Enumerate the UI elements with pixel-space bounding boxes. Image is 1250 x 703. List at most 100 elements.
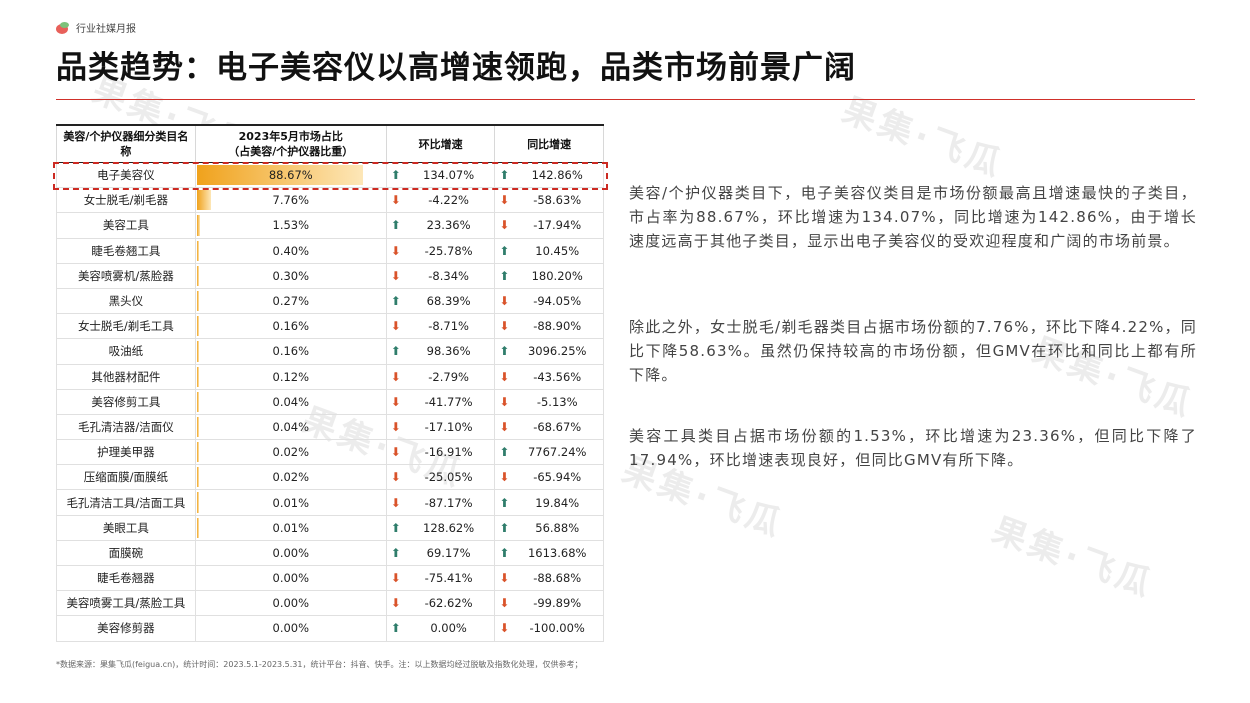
- market-share-cell: 0.01%: [194, 489, 387, 516]
- market-share-bar: [196, 165, 364, 186]
- arrow-up-icon: ⬆: [499, 495, 510, 510]
- market-share-bar: [196, 240, 199, 261]
- arrow-up-icon: ⬆: [499, 268, 510, 283]
- yoy-change-value: -65.94%: [533, 470, 582, 485]
- category-name: 美容喷雾工具/蒸脸工具: [56, 590, 196, 617]
- arrow-down-icon: ⬇: [390, 470, 401, 485]
- mom-change-cell: ⬆ 0.00%: [385, 615, 496, 642]
- market-share-bar: [196, 265, 199, 286]
- arrow-up-icon: ⬆: [390, 545, 401, 560]
- brand-header: 行业社媒月报: [56, 20, 136, 35]
- table-row: 黑头仪 0.27% ⬆ 68.39% ⬇ -94.05%: [56, 287, 604, 315]
- mom-change-cell: ⬇ -17.10%: [385, 413, 496, 441]
- yoy-change-value: -94.05%: [533, 294, 582, 309]
- market-share-value: 0.02%: [272, 445, 310, 460]
- arrow-down-icon: ⬇: [499, 470, 510, 485]
- table-row: 美眼工具 0.01% ⬆ 128.62% ⬆ 56.88%: [56, 514, 604, 541]
- arrow-up-icon: ⬆: [499, 520, 510, 535]
- arrow-up-icon: ⬆: [499, 168, 510, 183]
- arrow-down-icon: ⬇: [390, 445, 401, 460]
- arrow-up-icon: ⬆: [390, 621, 401, 636]
- category-name: 女士脱毛/剃毛工具: [56, 313, 196, 340]
- arrow-down-icon: ⬇: [390, 193, 401, 208]
- mom-change-cell: ⬆ 69.17%: [385, 539, 496, 567]
- mom-change-value: 128.62%: [423, 520, 475, 535]
- arrow-up-icon: ⬆: [390, 294, 401, 309]
- arrow-down-icon: ⬇: [499, 596, 510, 611]
- summary-paragraph-2: 除此之外，女士脱毛/剃毛器类目占据市场份额的7.76%，环比下降4.22%，同比…: [629, 318, 1197, 384]
- market-share-cell: 0.00%: [194, 539, 387, 567]
- mom-change-value: 23.36%: [426, 218, 471, 233]
- category-name: 吸油纸: [56, 338, 196, 365]
- market-share-cell: 0.16%: [194, 313, 387, 340]
- mom-change-value: -8.71%: [428, 319, 469, 334]
- yoy-change-cell: ⬇ -43.56%: [494, 363, 604, 390]
- yoy-change-cell: ⬇ -94.05%: [494, 287, 604, 315]
- market-share-cell: 7.76%: [194, 187, 387, 214]
- table-row: 美容修剪工具 0.04% ⬇ -41.77% ⬇ -5.13%: [56, 388, 604, 415]
- arrow-down-icon: ⬇: [390, 419, 401, 434]
- arrow-down-icon: ⬇: [390, 268, 401, 283]
- category-name: 睫毛卷翘工具: [56, 237, 196, 264]
- yoy-change-cell: ⬇ -58.63%: [494, 187, 604, 214]
- market-share-value: 0.04%: [272, 394, 310, 409]
- market-share-value: 0.02%: [272, 470, 310, 485]
- market-share-bar: [196, 517, 199, 538]
- table-row: 女士脱毛/剃毛工具 0.16% ⬇ -8.71% ⬇ -88.90%: [56, 313, 604, 340]
- yoy-change-value: 56.88%: [535, 520, 580, 535]
- yoy-change-cell: ⬇ -5.13%: [494, 388, 604, 415]
- market-share-cell: 0.01%: [194, 514, 387, 541]
- yoy-change-cell: ⬇ -100.00%: [494, 615, 604, 642]
- arrow-up-icon: ⬆: [390, 218, 401, 233]
- market-share-value: 0.04%: [272, 419, 310, 434]
- market-share-value: 1.53%: [272, 218, 310, 233]
- table-row: 睫毛卷翘器 0.00% ⬇ -75.41% ⬇ -88.68%: [56, 564, 604, 592]
- yoy-change-cell: ⬇ -99.89%: [494, 590, 604, 617]
- table-row: 美容工具 1.53% ⬆ 23.36% ⬇ -17.94%: [56, 212, 604, 239]
- category-trend-table: 美容/个护仪器细分类目名称 2023年5月市场占比 （占美容/个护仪器比重） 环…: [56, 124, 604, 642]
- arrow-down-icon: ⬇: [390, 243, 401, 258]
- mom-change-value: -2.79%: [428, 369, 469, 384]
- mom-change-value: -41.77%: [424, 394, 473, 409]
- arrow-down-icon: ⬇: [499, 294, 510, 309]
- category-name: 黑头仪: [56, 287, 196, 315]
- table-row: 面膜碗 0.00% ⬆ 69.17% ⬆ 1613.68%: [56, 539, 604, 567]
- category-name: 美容喷雾机/蒸脸器: [56, 262, 196, 289]
- market-share-cell: 0.04%: [194, 413, 387, 441]
- arrow-up-icon: ⬆: [390, 344, 401, 359]
- category-name: 其他器材配件: [56, 363, 196, 390]
- yoy-change-value: 7767.24%: [527, 445, 587, 460]
- arrow-down-icon: ⬇: [499, 369, 510, 384]
- yoy-change-cell: ⬆ 10.45%: [494, 237, 604, 264]
- market-share-value: 0.27%: [272, 294, 310, 309]
- table-row: 其他器材配件 0.12% ⬇ -2.79% ⬇ -43.56%: [56, 363, 604, 390]
- header-category: 美容/个护仪器细分类目名称: [56, 124, 196, 163]
- table-row: 护理美甲器 0.02% ⬇ -16.91% ⬆ 7767.24%: [56, 439, 604, 466]
- brand-logo-icon: [56, 21, 70, 34]
- market-share-cell: 0.00%: [194, 615, 387, 642]
- mom-change-cell: ⬇ -25.78%: [385, 237, 496, 264]
- table-row: 美容喷雾工具/蒸脸工具 0.00% ⬇ -62.62% ⬇ -99.89%: [56, 590, 604, 617]
- category-name: 美容修剪工具: [56, 388, 196, 415]
- market-share-cell: 0.16%: [194, 338, 387, 365]
- category-name: 压缩面膜/面膜纸: [56, 464, 196, 491]
- yoy-change-value: -68.67%: [533, 419, 582, 434]
- market-share-bar: [196, 341, 199, 362]
- category-name: 睫毛卷翘器: [56, 564, 196, 592]
- market-share-bar: [196, 391, 199, 412]
- title-divider: [56, 99, 1195, 100]
- brand-name: 行业社媒月报: [76, 24, 136, 35]
- yoy-change-value: 180.20%: [531, 268, 583, 283]
- yoy-change-value: 19.84%: [535, 495, 580, 510]
- market-share-cell: 0.04%: [194, 388, 387, 415]
- market-share-value: 0.30%: [272, 268, 310, 283]
- market-share-value: 0.12%: [272, 369, 310, 384]
- yoy-change-cell: ⬇ -88.90%: [494, 313, 604, 340]
- market-share-value: 0.16%: [272, 344, 310, 359]
- market-share-value: 0.40%: [272, 243, 310, 258]
- arrow-down-icon: ⬇: [390, 596, 401, 611]
- yoy-change-cell: ⬆ 7767.24%: [494, 439, 604, 466]
- table-row: 压缩面膜/面膜纸 0.02% ⬇ -25.05% ⬇ -65.94%: [56, 464, 604, 491]
- mom-change-cell: ⬇ -75.41%: [385, 564, 496, 592]
- mom-change-value: 134.07%: [423, 168, 475, 183]
